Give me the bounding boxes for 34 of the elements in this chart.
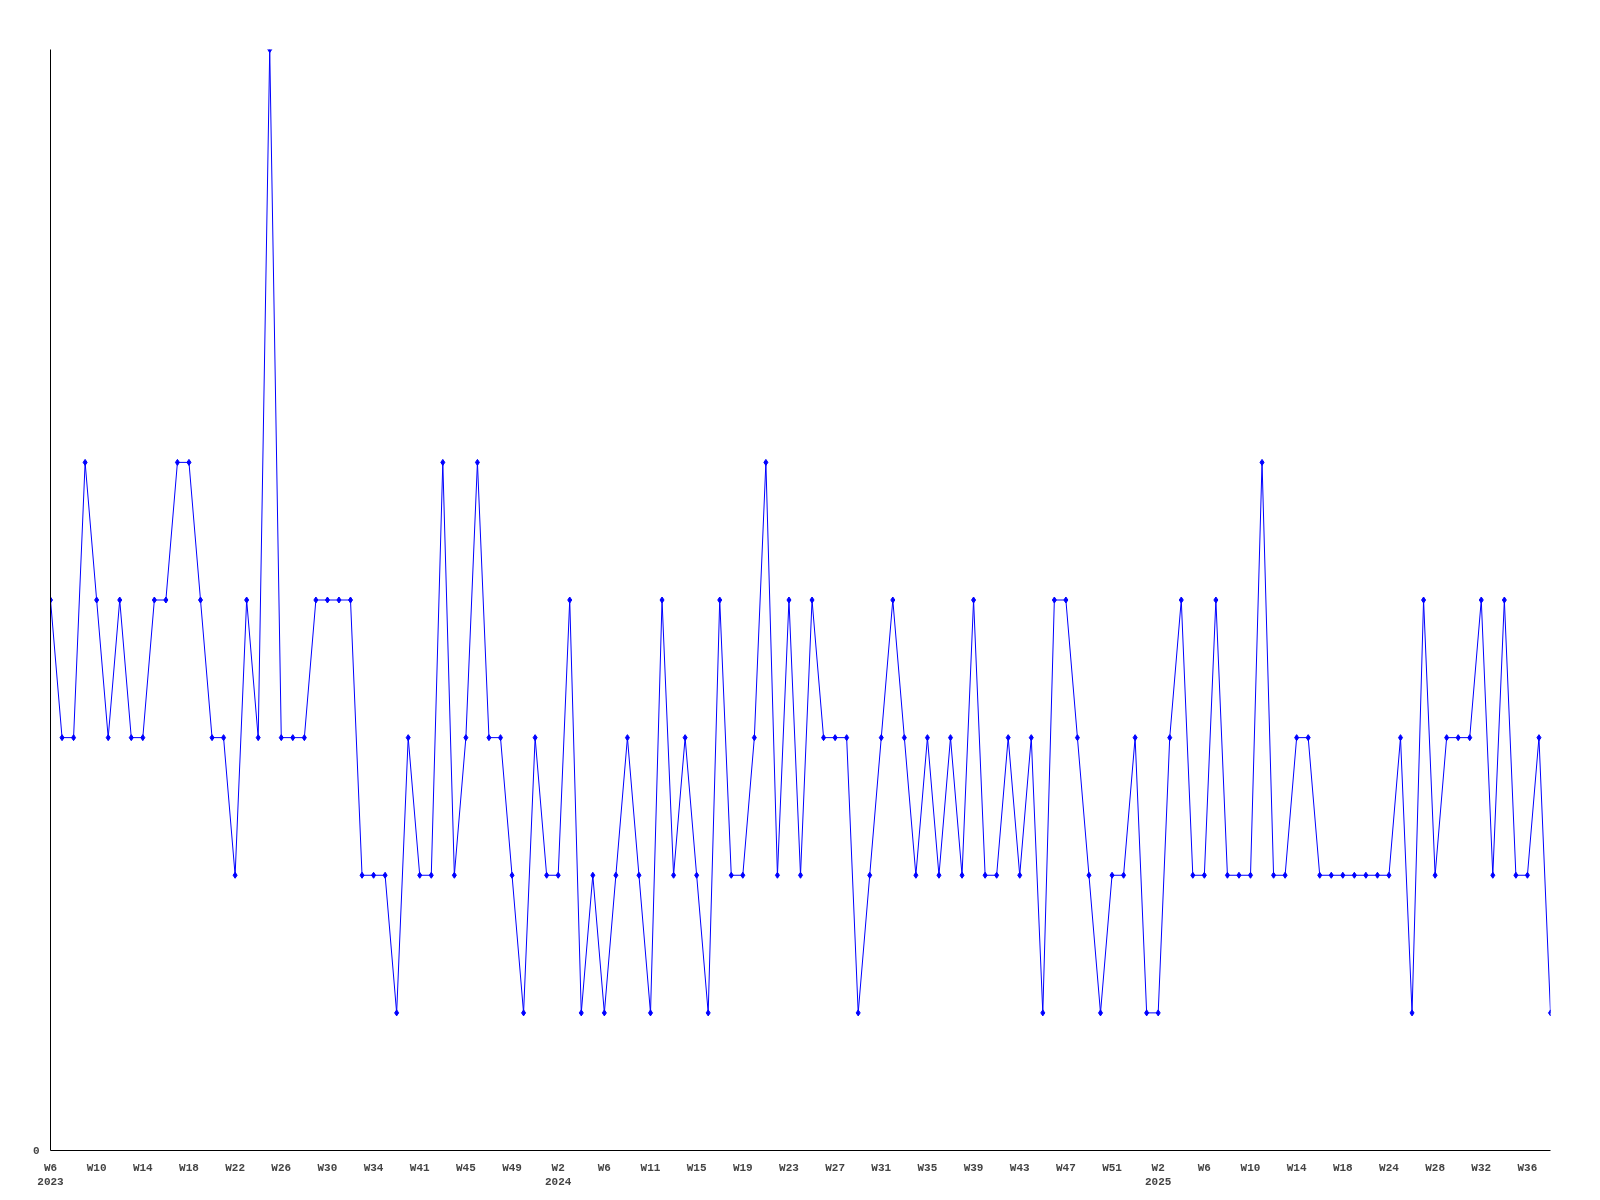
x-tick-label: W23	[779, 1161, 800, 1174]
x-tick-label: W39	[963, 1161, 984, 1174]
x-tick-label: W6	[597, 1161, 611, 1174]
x-tick-label: W49	[502, 1161, 522, 1174]
x-tick-label: W14	[1286, 1161, 1307, 1174]
x-tick-label: W28	[1425, 1161, 1446, 1174]
x-tick-label: W14	[132, 1161, 154, 1174]
x-tick-label: W26	[271, 1161, 292, 1174]
x-tick-label: W47	[1055, 1161, 1076, 1174]
x-tick-label: W31	[871, 1161, 892, 1174]
x-tick-label: W36	[1517, 1161, 1538, 1174]
x-tick-label: W19	[732, 1161, 753, 1174]
x-tick-label: W27	[825, 1161, 846, 1174]
x-tick-label: W51	[1102, 1161, 1123, 1174]
x-tick-label: W24	[1379, 1161, 1400, 1174]
x-tick-label: W18	[179, 1161, 200, 1174]
x-tick-label: W2 2024	[544, 1161, 572, 1188]
x-tick-label: W2 2025	[1144, 1161, 1172, 1188]
x-tick-label: W34	[363, 1161, 384, 1174]
x-tick-label: W22	[225, 1161, 246, 1174]
x-tick-label: W6 2023	[37, 1161, 65, 1188]
x-tick-label: W6	[1197, 1161, 1211, 1174]
x-tick-label: W32	[1471, 1161, 1492, 1174]
x-tick-label: W45	[455, 1161, 477, 1174]
x-tick-label: W18	[1332, 1161, 1354, 1174]
x-tick-label: W30	[317, 1161, 338, 1174]
x-tick-label: W10	[1240, 1161, 1261, 1174]
x-tick-label: W10	[86, 1161, 107, 1174]
x-tick-label: W11	[640, 1161, 661, 1174]
x-tick-label: W15	[686, 1161, 707, 1174]
x-tick-label: W35	[917, 1161, 938, 1174]
x-tick-label: W41	[409, 1161, 431, 1174]
text: 0	[32, 1145, 40, 1157]
x-tick-label: W43	[1009, 1161, 1031, 1174]
